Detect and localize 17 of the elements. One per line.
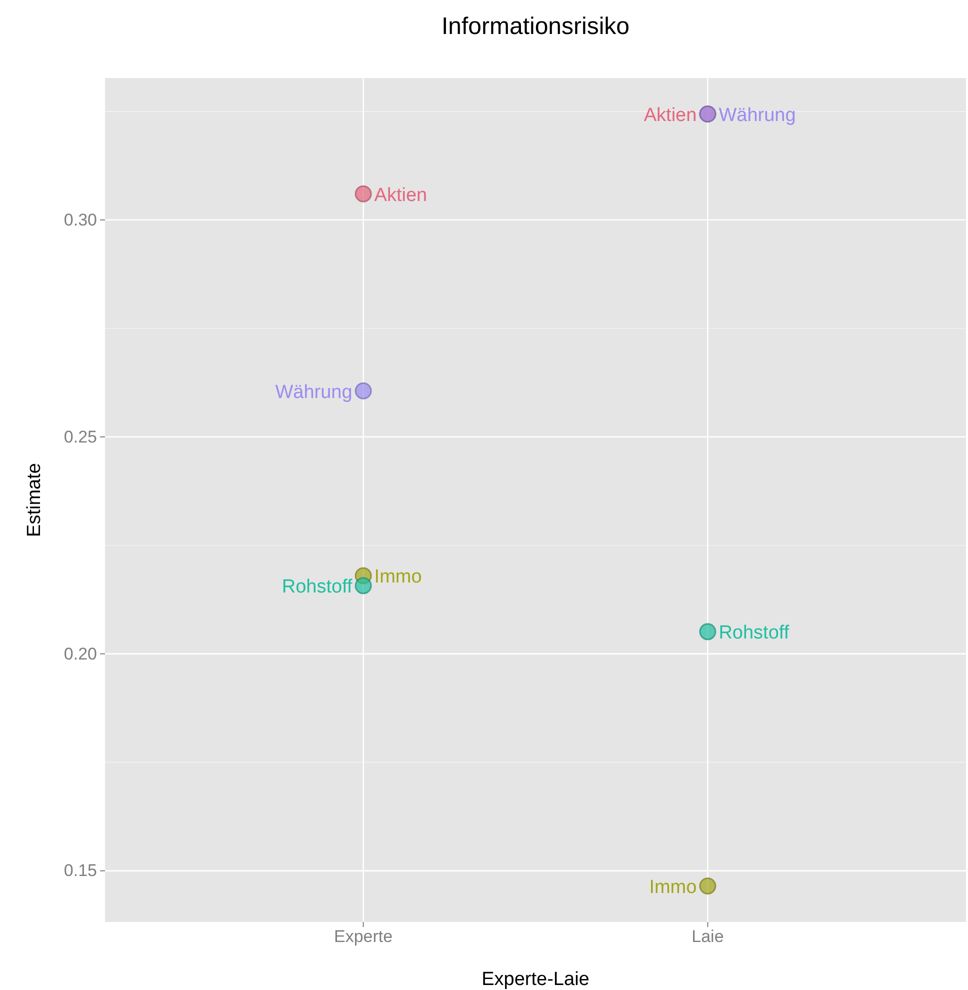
text: Immo [374, 566, 422, 588]
text: Aktien [374, 184, 428, 206]
series-label: Immo [649, 876, 697, 898]
x-tick-label: Laie [692, 927, 724, 946]
x-axis-title: Experte-Laie [482, 969, 590, 990]
series-label: Aktien [644, 105, 697, 126]
y-tick-label: 0.15 [64, 861, 97, 880]
y-tick-label: 0.25 [64, 427, 97, 446]
text: Währung [718, 105, 796, 126]
y-axis-title: Estimate [24, 463, 45, 537]
chart-title: Informationsrisiko [441, 13, 630, 40]
text: Rohstoff [718, 622, 790, 644]
y-tick-label: 0.30 [64, 210, 97, 230]
y-tick-label: 0.20 [64, 644, 97, 664]
series-label: Währung [275, 382, 352, 403]
x-tick-label: Experte [334, 927, 393, 946]
series-label: Rohstoff [282, 576, 354, 598]
